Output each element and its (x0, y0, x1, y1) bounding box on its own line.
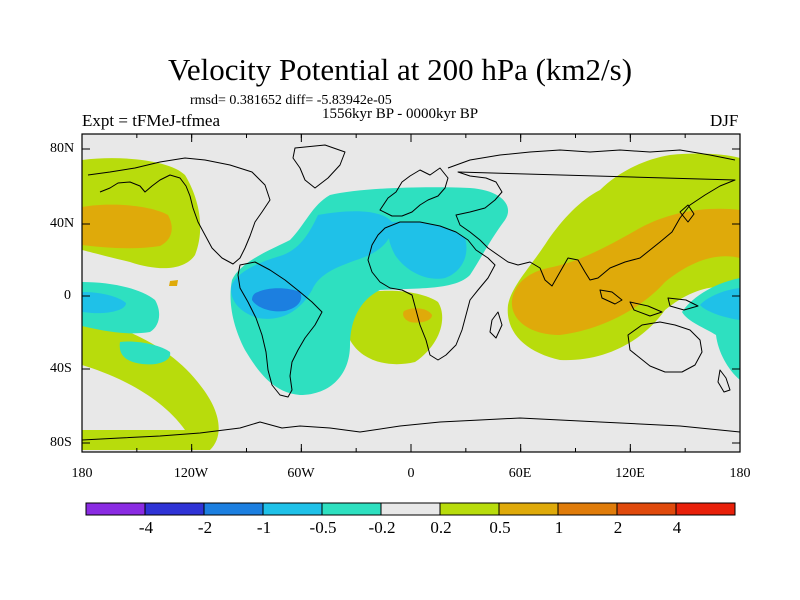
high-region-pacific-north (82, 205, 172, 249)
colorbar-swatch (558, 503, 617, 515)
colorbar-label: 4 (657, 518, 697, 538)
lon-tick-label: 60E (495, 466, 545, 482)
colorbar-swatch (381, 503, 440, 515)
colorbar (86, 503, 735, 515)
colorbar-label: -1 (244, 518, 284, 538)
colorbar-swatch (86, 503, 145, 515)
lat-tick-label: 0 (64, 288, 71, 304)
lat-tick-label: 40S (50, 361, 72, 377)
map-field (82, 134, 740, 452)
colorbar-swatch (440, 503, 499, 515)
colorbar-label: -4 (126, 518, 166, 538)
lon-tick-label: 180 (57, 466, 107, 482)
colorbar-label: -0.5 (303, 518, 343, 538)
lat-tick-label: 40N (50, 216, 74, 232)
lat-tick-label: 80S (50, 435, 72, 451)
lon-tick-label: 0 (386, 466, 436, 482)
colorbar-label: 1 (539, 518, 579, 538)
colorbar-swatch (322, 503, 381, 515)
lon-tick-label: 60W (276, 466, 326, 482)
map-figure (0, 0, 800, 600)
colorbar-swatch (263, 503, 322, 515)
colorbar-swatch (499, 503, 558, 515)
colorbar-swatch (204, 503, 263, 515)
lon-tick-label: 120W (166, 466, 216, 482)
lon-tick-label: 120E (605, 466, 655, 482)
colorbar-swatch (617, 503, 676, 515)
colorbar-swatch (145, 503, 204, 515)
lon-tick-label: 180 (715, 466, 765, 482)
colorbar-label: -2 (185, 518, 225, 538)
colorbar-swatch (676, 503, 735, 515)
colorbar-label: 2 (598, 518, 638, 538)
lat-tick-label: 80N (50, 141, 74, 157)
colorbar-label: 0.5 (480, 518, 520, 538)
colorbar-label: -0.2 (362, 518, 402, 538)
colorbar-label: 0.2 (421, 518, 461, 538)
